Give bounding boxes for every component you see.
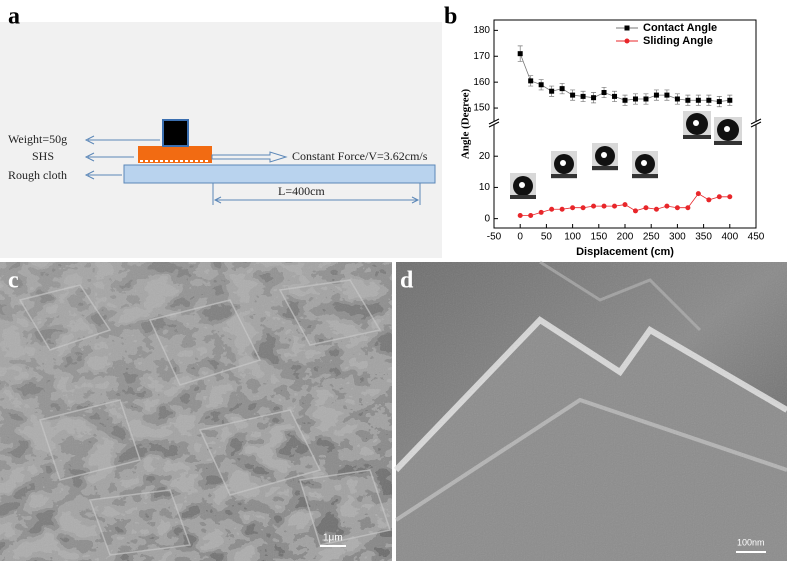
- y-tick-label: 170: [473, 51, 490, 62]
- marker: [559, 206, 565, 212]
- marker: [727, 194, 733, 200]
- marker: [643, 96, 649, 102]
- marker: [528, 78, 534, 84]
- marker: [601, 203, 607, 209]
- marker: [685, 97, 691, 103]
- x-tick-label: 100: [564, 232, 581, 243]
- marker: [716, 194, 722, 200]
- marker: [528, 213, 534, 219]
- x-axis-label: Displacement (cm): [576, 246, 674, 258]
- arrows: [84, 135, 421, 205]
- marker: [632, 208, 638, 214]
- x-tick-label: 350: [695, 232, 712, 243]
- marker: [674, 205, 680, 211]
- y-tick-label: 150: [473, 103, 490, 114]
- marker: [622, 97, 628, 103]
- marker: [664, 92, 670, 98]
- marker: [716, 99, 722, 105]
- weight-label: Weight=50g: [8, 132, 67, 146]
- y-tick-label: 20: [479, 151, 491, 162]
- shs-label: SHS: [32, 149, 54, 163]
- sem-image-d: [393, 260, 787, 561]
- marker: [612, 203, 618, 209]
- marker: [664, 203, 670, 209]
- cloth-label: Rough cloth: [8, 168, 67, 182]
- marker: [695, 191, 701, 197]
- diagram-bg: [0, 22, 442, 258]
- legend-marker: [624, 25, 630, 31]
- marker: [517, 213, 523, 219]
- marker: [549, 206, 555, 212]
- x-tick-label: 0: [517, 232, 523, 243]
- droplet-insets: [510, 111, 742, 199]
- marker: [580, 205, 586, 211]
- marker: [517, 51, 523, 57]
- marker: [695, 97, 701, 103]
- x-tick-label: 400: [721, 232, 738, 243]
- marker: [643, 205, 649, 211]
- scale-bar-label: 100nm: [737, 537, 765, 547]
- marker: [570, 205, 576, 211]
- y-tick-label: 0: [484, 213, 490, 224]
- x-tick-label: 300: [669, 232, 686, 243]
- length-label: L=400cm: [278, 184, 325, 198]
- marker: [580, 93, 586, 99]
- y-axis-label: Angle (Degree): [460, 88, 472, 159]
- x-tick-label: 450: [748, 232, 765, 243]
- marker: [685, 205, 691, 211]
- marker: [570, 92, 576, 98]
- y-tick-label: 160: [473, 77, 490, 88]
- marker: [622, 202, 628, 208]
- legend-label: Contact Angle: [643, 22, 717, 34]
- x-tick-label: 50: [541, 232, 553, 243]
- axis-frame: [493, 19, 757, 121]
- cloth: [123, 164, 436, 184]
- axis-break: [750, 118, 762, 128]
- marker: [706, 197, 712, 203]
- force-label: Constant Force/V=3.62cm/s: [292, 149, 428, 163]
- shs: [138, 146, 212, 163]
- panel-label: d: [400, 268, 414, 294]
- legend-label: Sliding Angle: [643, 35, 713, 47]
- y-tick-label: 180: [473, 25, 490, 36]
- marker: [559, 86, 565, 92]
- legend-marker: [624, 38, 630, 44]
- marker: [653, 92, 659, 98]
- marker: [591, 203, 597, 209]
- marker: [601, 90, 607, 96]
- panel-label: b: [444, 4, 457, 30]
- marker: [632, 96, 638, 102]
- marker: [591, 95, 597, 101]
- marker: [538, 209, 544, 215]
- marker: [674, 96, 680, 102]
- marker: [653, 206, 659, 212]
- axis-break: [488, 118, 500, 128]
- x-tick-label: 200: [617, 232, 634, 243]
- marker: [706, 97, 712, 103]
- panel-label: a: [8, 4, 20, 30]
- panel-label: c: [8, 268, 19, 294]
- x-tick-label: 150: [590, 232, 607, 243]
- y-tick-label: 10: [479, 182, 491, 193]
- marker: [549, 88, 555, 94]
- x-tick-label: -50: [487, 232, 502, 243]
- scale-bar-label: 1μm: [323, 533, 343, 544]
- x-tick-label: 250: [643, 232, 660, 243]
- marker: [538, 82, 544, 88]
- plot: -50 0 50 100 150 200 250 300 350 400 450 0 10 20 150 16…: [460, 19, 765, 258]
- marker: [727, 97, 733, 103]
- sem-image-c: [0, 262, 392, 561]
- marker: [612, 93, 618, 99]
- weight: [162, 119, 189, 147]
